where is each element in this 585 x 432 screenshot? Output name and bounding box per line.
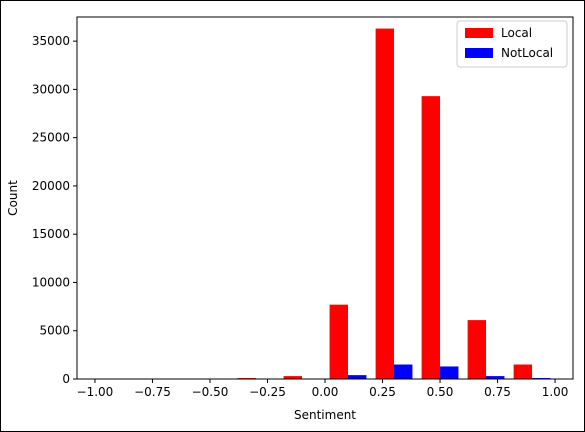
y-tick-label: 35000 bbox=[32, 34, 70, 48]
legend-label: Local bbox=[501, 26, 532, 40]
bar bbox=[375, 28, 395, 380]
bar bbox=[394, 364, 413, 379]
bar bbox=[421, 96, 441, 379]
y-tick-label: 25000 bbox=[32, 131, 70, 145]
y-tick-label: 20000 bbox=[32, 179, 70, 193]
x-tick-label: 0.25 bbox=[369, 385, 396, 399]
x-axis-label: Sentiment bbox=[294, 408, 356, 422]
bar bbox=[513, 364, 533, 379]
x-tick-label: 0.00 bbox=[312, 385, 339, 399]
y-tick-label: 0 bbox=[62, 372, 70, 386]
y-axis-label: Count bbox=[6, 180, 20, 216]
bar bbox=[329, 304, 349, 379]
bar bbox=[348, 375, 367, 379]
legend-swatch bbox=[465, 28, 493, 38]
y-tick-label: 10000 bbox=[32, 275, 70, 289]
bar bbox=[440, 366, 459, 379]
y-tick-label: 30000 bbox=[32, 82, 70, 96]
bar bbox=[486, 376, 505, 379]
x-tick-label: 0.50 bbox=[427, 385, 454, 399]
x-tick-label: 0.75 bbox=[484, 385, 511, 399]
x-tick-label: −1.00 bbox=[77, 385, 114, 399]
x-tick-label: 1.00 bbox=[542, 385, 569, 399]
bar bbox=[283, 376, 302, 379]
x-tick-label: −0.25 bbox=[249, 385, 286, 399]
x-tick-label: −0.50 bbox=[192, 385, 229, 399]
legend-swatch bbox=[465, 48, 493, 58]
legend-label: NotLocal bbox=[501, 46, 553, 60]
x-tick-label: −0.75 bbox=[134, 385, 171, 399]
y-tick-label: 5000 bbox=[39, 324, 70, 338]
bar bbox=[467, 320, 487, 379]
y-tick-label: 15000 bbox=[32, 227, 70, 241]
